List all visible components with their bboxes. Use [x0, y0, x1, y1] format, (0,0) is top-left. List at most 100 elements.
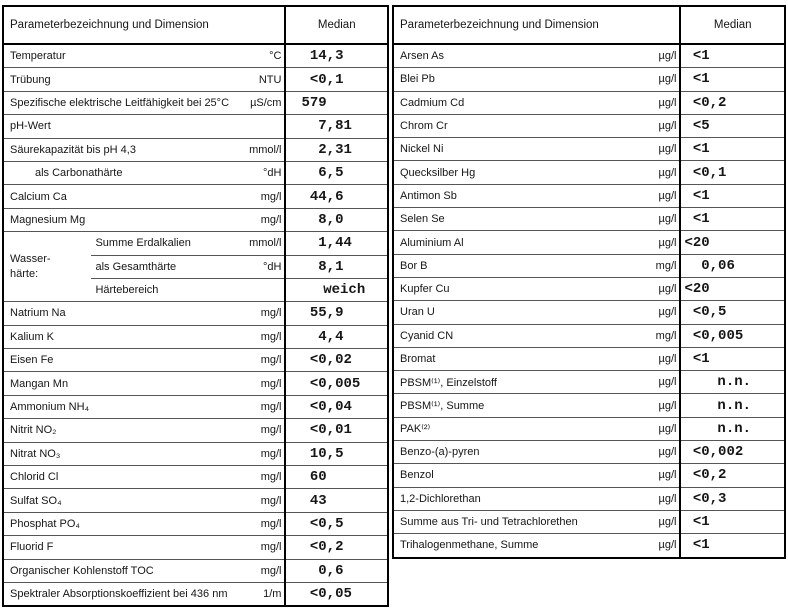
- median-value: <0,005: [284, 371, 388, 396]
- parameter-cell: Quecksilber Hg µg/l: [394, 167, 679, 179]
- parameter-cell-container: Sulfat SO₄ mg/l: [3, 488, 286, 513]
- median-value: <0,2: [679, 463, 785, 488]
- unit-label: °dH: [263, 167, 282, 180]
- median-value: <0,2: [284, 535, 388, 560]
- parameter-cell-container: 1,2-Dichlorethan µg/l: [393, 486, 681, 511]
- parameter-table-left: Parameterbezeichnung und Dimension Median…: [2, 5, 389, 608]
- column-header-parameter: Parameterbezeichnung und Dimension: [3, 6, 286, 45]
- parameter-cell-container: als Carbonathärte °dH: [3, 160, 286, 185]
- table-row: Cyanid CN mg/l <0,005: [393, 323, 785, 348]
- unit-label: µg/l: [658, 492, 677, 505]
- unit-label: µg/l: [658, 422, 677, 435]
- parameter-cell: Trihalogenmethane, Summe µg/l: [394, 539, 679, 551]
- median-value: <0,005: [679, 323, 785, 348]
- parameter-label: Bromat: [400, 353, 436, 365]
- parameter-cell: Blei Pb µg/l: [394, 73, 679, 85]
- table-row: Arsen As µg/l <1: [393, 43, 785, 68]
- median-value: <0,5: [679, 300, 785, 325]
- parameter-label: PBSM⁽¹⁾, Einzelstoff: [400, 376, 497, 389]
- unit-label: mmol/l: [249, 237, 282, 250]
- table-row: Eisen Fe mg/l <0,02: [3, 348, 388, 372]
- unit-label: µg/l: [658, 283, 677, 296]
- parameter-cell: Sulfat SO₄ mg/l: [4, 495, 284, 507]
- median-value: weich: [284, 277, 388, 302]
- table-row: Aluminium Al µg/l <20: [393, 230, 785, 255]
- parameter-cell-container: Spektraler Absorptionskoeffizient bei 43…: [3, 581, 286, 607]
- median-value: <1: [679, 137, 785, 161]
- parameter-label: Nitrit NO₂: [10, 424, 57, 437]
- parameter-cell: Benzol µg/l: [394, 469, 679, 481]
- parameter-cell-container: Eisen Fe mg/l: [3, 348, 286, 372]
- parameter-cell-container: Summe Erdalkalien mmol/l: [91, 231, 286, 256]
- header-row: Parameterbezeichnung und Dimension Median: [393, 6, 785, 45]
- parameter-label: Bor B: [400, 259, 428, 272]
- table-row: Quecksilber Hg µg/l <0,1: [393, 160, 785, 185]
- table-row: Bor B mg/l 0,06: [393, 253, 785, 278]
- table-row: Sulfat SO₄ mg/l 43: [3, 488, 388, 513]
- table-row: Phosphat PO₄ mg/l <0,5: [3, 511, 388, 536]
- median-value: n.n.: [679, 416, 785, 441]
- column-header-parameter: Parameterbezeichnung und Dimension: [393, 6, 681, 45]
- unit-label: µg/l: [658, 120, 677, 133]
- table-row: Selen Se µg/l <1: [393, 207, 785, 231]
- header-row: Parameterbezeichnung und Dimension Median: [3, 6, 388, 45]
- median-value: 579: [284, 90, 388, 115]
- parameter-cell-container: Natrium Na mg/l: [3, 301, 286, 326]
- unit-label: mmol/l: [249, 143, 282, 156]
- parameter-cell-container: Trübung NTU: [3, 67, 286, 92]
- parameter-cell-container: Nitrat NO₃ mg/l: [3, 441, 286, 466]
- table-row: Summe aus Tri- und Tetrachlorethen µg/l <…: [393, 509, 785, 534]
- parameter-cell: Benzo-(a)-pyren µg/l: [394, 446, 679, 458]
- unit-label: µg/l: [658, 166, 677, 179]
- unit-label: mg/l: [260, 401, 282, 414]
- parameter-cell: Arsen As µg/l: [394, 50, 679, 62]
- median-value: <0,1: [679, 160, 785, 185]
- table-row: Magnesium Mg mg/l 8,0: [3, 207, 388, 232]
- parameter-label: Uran U: [400, 306, 435, 319]
- median-value: n.n.: [679, 370, 785, 394]
- parameter-cell-container: Selen Se µg/l: [393, 207, 681, 231]
- parameter-cell-container: Nickel Ni µg/l: [393, 137, 681, 161]
- parameter-label: Ammonium NH₄: [10, 401, 90, 414]
- parameter-label: Selen Se: [400, 213, 445, 226]
- parameter-cell-container: Ammonium NH₄ mg/l: [3, 394, 286, 419]
- parameter-label: Cadmium Cd: [400, 96, 465, 109]
- parameter-cell-container: Säurekapazität bis pH 4,3 mmol/l: [3, 137, 286, 162]
- parameter-cell: Antimon Sb µg/l: [394, 190, 679, 202]
- median-value: 8,1: [284, 254, 388, 279]
- parameter-cell-container: PBSM⁽¹⁾, Einzelstoff µg/l: [393, 370, 681, 394]
- parameter-cell-container: Phosphat PO₄ mg/l: [3, 511, 286, 536]
- table-row: Natrium Na mg/l 55,9: [3, 301, 388, 326]
- median-value: <1: [679, 533, 785, 558]
- parameter-cell-container: Chlorid Cl mg/l: [3, 465, 286, 489]
- table-row: Mangan Mn mg/l <0,005: [3, 371, 388, 396]
- median-value: 8,0: [284, 207, 388, 232]
- unit-label: 1/m: [263, 588, 282, 601]
- unit-label: mg/l: [260, 424, 282, 437]
- unit-label: mg/l: [260, 471, 282, 484]
- table-row: Chlorid Cl mg/l 60: [3, 465, 388, 489]
- parameter-label: 1,2-Dichlorethan: [400, 492, 481, 505]
- unit-label: µg/l: [658, 143, 677, 156]
- column-header-median: Median: [284, 6, 388, 45]
- parameter-cell-container: Härtebereich: [91, 277, 286, 302]
- parameter-cell-container: Organischer Kohlenstoff TOC mg/l: [3, 558, 286, 583]
- median-value: <0,1: [284, 67, 388, 92]
- parameter-label: Fluorid F: [10, 541, 54, 554]
- parameter-label: Magnesium Mg: [10, 213, 86, 226]
- unit-label: mg/l: [260, 190, 282, 203]
- parameter-cell-container: Kupfer Cu µg/l: [393, 276, 681, 301]
- parameter-cell-container: Cyanid CN mg/l: [393, 323, 681, 348]
- parameter-label: Härtebereich: [95, 284, 159, 297]
- parameter-label: Mangan Mn: [10, 377, 69, 390]
- table-row: Spezifische elektrische Leitfähigkeit be…: [3, 90, 388, 115]
- table-row: PBSM⁽¹⁾, Einzelstoff µg/l n.n.: [393, 370, 785, 394]
- median-value: <20: [679, 230, 785, 255]
- unit-label: mg/l: [260, 541, 282, 554]
- parameter-cell-container: Summe aus Tri- und Tetrachlorethen µg/l: [393, 509, 681, 534]
- unit-label: µg/l: [658, 236, 677, 249]
- parameter-cell: Phosphat PO₄ mg/l: [4, 518, 284, 530]
- unit-label: µg/l: [658, 96, 677, 109]
- parameter-label: Cyanid CN: [400, 329, 454, 342]
- parameter-label: als Carbonathärte: [35, 167, 123, 180]
